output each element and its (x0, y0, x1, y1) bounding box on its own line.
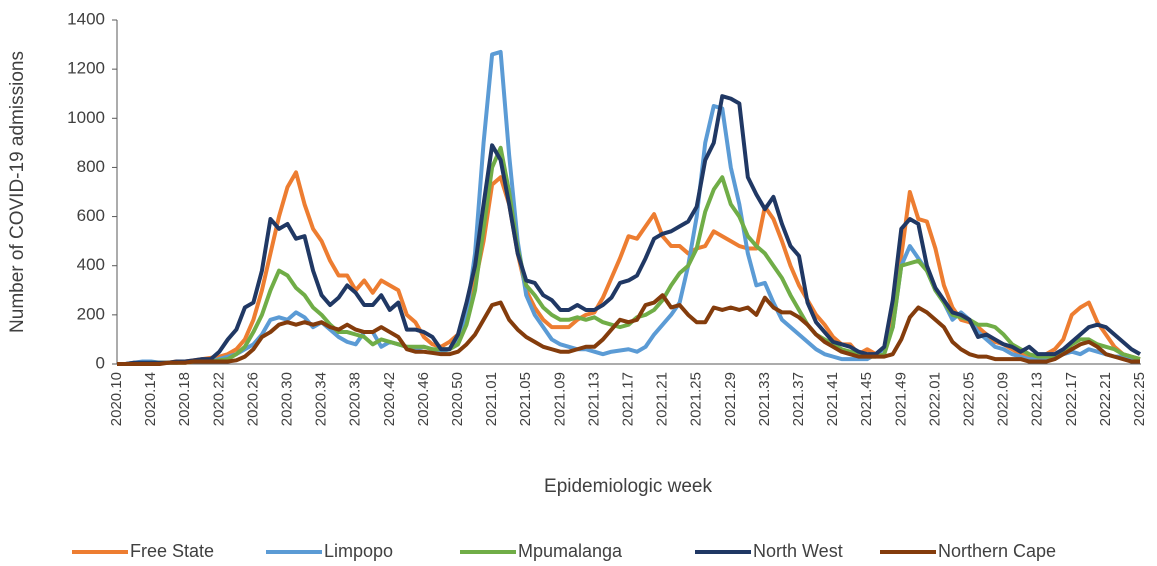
x-axis-title: Epidemiologic week (544, 476, 712, 497)
legend-label: Northern Cape (938, 541, 1056, 561)
x-tick-label: 2021.25 (688, 372, 705, 426)
x-tick-label: 2020.38 (347, 372, 364, 426)
legend-label: North West (753, 541, 843, 561)
x-tick-label: 2022.25 (1131, 372, 1148, 426)
y-tick-label: 1400 (67, 9, 105, 28)
x-tick-label: 2020.46 (415, 372, 432, 426)
x-tick-label: 2020.42 (381, 372, 398, 426)
x-tick-label: 2021.33 (756, 372, 773, 426)
x-tick-label: 2020.14 (142, 372, 159, 426)
x-tick-label: 2020.30 (278, 372, 295, 426)
x-tick-label: 2020.10 (108, 372, 125, 426)
y-tick-label: 1200 (67, 59, 105, 78)
x-tick-label: 2022.21 (1097, 372, 1114, 426)
x-tick-label: 2021.41 (824, 372, 841, 426)
x-tick-label: 2022.05 (960, 372, 977, 426)
series-line (117, 94, 1141, 366)
x-tick-label: 2021.09 (551, 372, 568, 426)
series-line (117, 49, 1140, 366)
x-tick-label: 2020.34 (313, 372, 330, 426)
legend-label: Limpopo (324, 541, 393, 561)
legend-label: Mpumalanga (518, 541, 623, 561)
x-tick-label: 2022.01 (926, 372, 943, 426)
x-tick-label: 2022.17 (1063, 372, 1080, 426)
y-tick-label: 200 (77, 304, 105, 323)
y-tick-label: 0 (96, 353, 105, 372)
x-tick-label: 2021.29 (722, 372, 739, 426)
legend-label: Free State (130, 541, 214, 561)
x-tick-label: 2020.22 (210, 372, 227, 426)
series-line (117, 293, 1140, 366)
y-tick-label: 600 (77, 206, 105, 225)
y-tick-label: 400 (77, 255, 105, 274)
y-tick-label: 1000 (67, 108, 105, 127)
x-tick-label: 2021.49 (892, 372, 909, 426)
x-tick-label: 2021.01 (483, 372, 500, 426)
x-tick-label: 2021.45 (858, 372, 875, 426)
x-tick-label: 2021.05 (517, 372, 534, 426)
x-tick-label: 2020.26 (244, 372, 261, 426)
y-axis-title: Number of COVID-19 admissions (7, 51, 28, 333)
x-tick-label: 2020.18 (176, 372, 193, 426)
x-tick-label: 2022.13 (1029, 372, 1046, 426)
x-tick-label: 2021.17 (619, 372, 636, 426)
x-tick-label: 2020.50 (449, 372, 466, 426)
x-tick-label: 2021.21 (654, 372, 671, 426)
x-tick-label: 2021.13 (585, 372, 602, 426)
y-tick-label: 800 (77, 157, 105, 176)
x-tick-label: 2022.09 (995, 372, 1012, 426)
x-tick-label: 2021.37 (790, 372, 807, 426)
